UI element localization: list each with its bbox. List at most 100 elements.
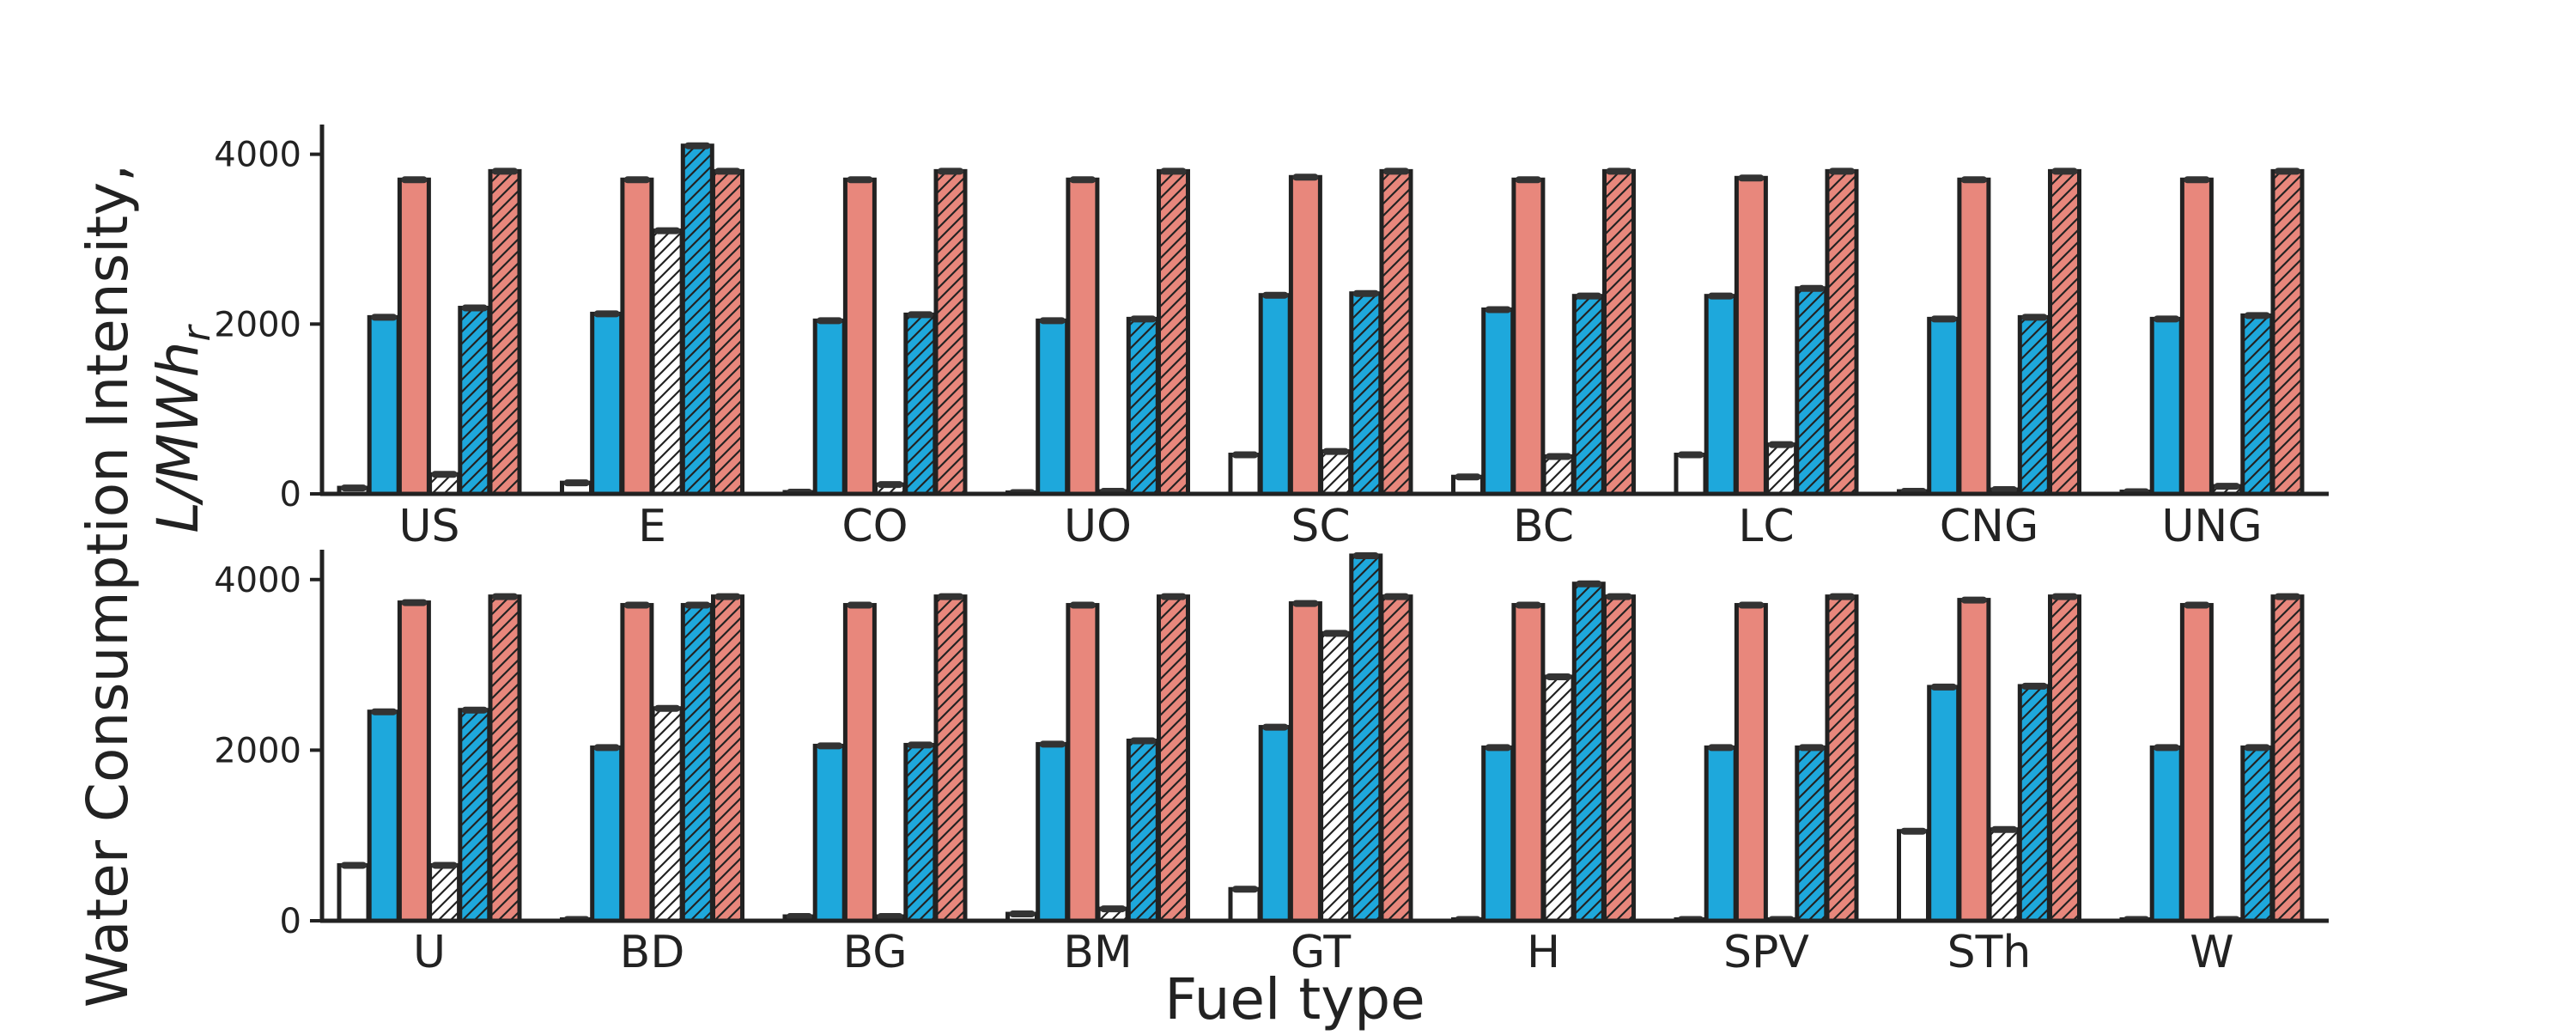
bar	[1481, 307, 1516, 496]
bar-hatch	[429, 474, 459, 494]
bar	[1066, 177, 1100, 496]
bar-hatch	[713, 596, 743, 921]
y-tick-label: 4000	[214, 561, 301, 600]
bar-hatch	[1827, 171, 1856, 495]
bar	[2149, 316, 2184, 496]
category-label: US	[398, 501, 459, 552]
bar-hatch	[2273, 171, 2302, 495]
bar-hatch	[429, 865, 459, 921]
bar-hatch	[936, 171, 965, 495]
y-tick-label: 2000	[214, 305, 301, 344]
bar-hatch	[905, 314, 935, 494]
bar	[337, 862, 371, 923]
y-tick-label: 0	[280, 902, 301, 941]
y-axis-title-line2: L/MWhr	[145, 324, 219, 533]
bar-hatch	[1128, 319, 1158, 494]
bar	[1927, 685, 1961, 923]
bar	[1066, 603, 1100, 923]
bar	[397, 177, 431, 496]
bar	[1734, 603, 1768, 923]
bar-hatch	[905, 745, 935, 921]
y-tick-label: 4000	[214, 136, 301, 175]
bar	[1927, 316, 1961, 496]
bar	[1288, 601, 1322, 923]
bar-hatch	[1604, 171, 1634, 495]
y-axis-title-line1: Water Consumption Intensity,	[75, 164, 141, 1008]
bar-hatch	[1158, 171, 1188, 495]
bar	[2149, 745, 2184, 923]
bar	[812, 743, 847, 923]
bar	[842, 603, 877, 923]
bar	[1228, 453, 1262, 496]
y-axis-title-line2-group: L/MWhr	[145, 324, 219, 533]
bar-hatch	[1321, 451, 1351, 494]
category-label: UO	[1064, 501, 1132, 552]
category-label: CO	[841, 501, 908, 552]
bar	[1288, 174, 1322, 496]
bar-hatch	[1382, 596, 1411, 921]
bar-hatch	[1158, 596, 1188, 921]
bar-hatch	[683, 605, 713, 921]
y-axis-title-group: Water Consumption Intensity,	[75, 164, 141, 1008]
bar-hatch	[2020, 685, 2050, 921]
bar	[812, 318, 847, 496]
category-label: E	[638, 501, 666, 552]
bar	[590, 311, 624, 496]
bar-hatch	[1604, 596, 1634, 921]
bar-hatch	[1796, 747, 1826, 921]
category-label: GT	[1291, 927, 1351, 978]
bar	[1258, 725, 1292, 923]
category-label: W	[2190, 927, 2233, 978]
bar-hatch	[2212, 486, 2242, 494]
bar-hatch	[1766, 444, 1796, 494]
bar	[842, 177, 877, 496]
bar	[1704, 745, 1738, 923]
bar-hatch	[1574, 295, 1604, 494]
bar-hatch	[1574, 583, 1604, 921]
x-axis-title: Fuel type	[1164, 966, 1425, 1031]
bar	[1228, 886, 1262, 923]
bar	[1258, 293, 1292, 496]
bar-hatch	[875, 484, 905, 494]
bar-hatch	[1351, 293, 1381, 494]
category-label: SPV	[1723, 927, 1809, 978]
bar-hatch	[1544, 456, 1574, 494]
bar-hatch	[1827, 596, 1856, 921]
category-label: STh	[1947, 927, 2032, 978]
y-axis-title-subscript: r	[175, 324, 219, 342]
bar	[1511, 177, 1546, 496]
bar-hatch	[1382, 171, 1411, 495]
y-tick-label: 2000	[214, 731, 301, 770]
bar-hatch	[1990, 829, 2020, 921]
category-label: LC	[1738, 501, 1794, 552]
bar-hatch	[2050, 596, 2080, 921]
category-label: BD	[620, 927, 685, 978]
bar	[2179, 177, 2214, 496]
bar-hatch	[713, 171, 743, 495]
bar-hatch	[459, 709, 489, 921]
bar	[1897, 829, 1930, 923]
bar-hatch	[2242, 315, 2272, 494]
bar	[1511, 603, 1546, 923]
bar	[620, 603, 654, 923]
bar-hatch	[1321, 633, 1351, 921]
bar	[367, 709, 401, 923]
bar-hatch	[1351, 555, 1381, 921]
bar	[2179, 603, 2214, 923]
bar	[620, 177, 654, 496]
bar	[1734, 175, 1768, 496]
bar-hatch	[2020, 317, 2050, 494]
bar-hatch	[2050, 171, 2080, 495]
bar	[1481, 745, 1516, 923]
bar	[1957, 177, 1991, 496]
bar	[397, 600, 431, 923]
y-tick-label: 0	[280, 475, 301, 514]
bar-hatch	[1544, 676, 1574, 921]
bar-hatch	[490, 596, 519, 921]
category-label: H	[1527, 927, 1560, 978]
category-label: BC	[1513, 501, 1574, 552]
category-label: BG	[842, 927, 907, 978]
bar	[1674, 453, 1708, 496]
